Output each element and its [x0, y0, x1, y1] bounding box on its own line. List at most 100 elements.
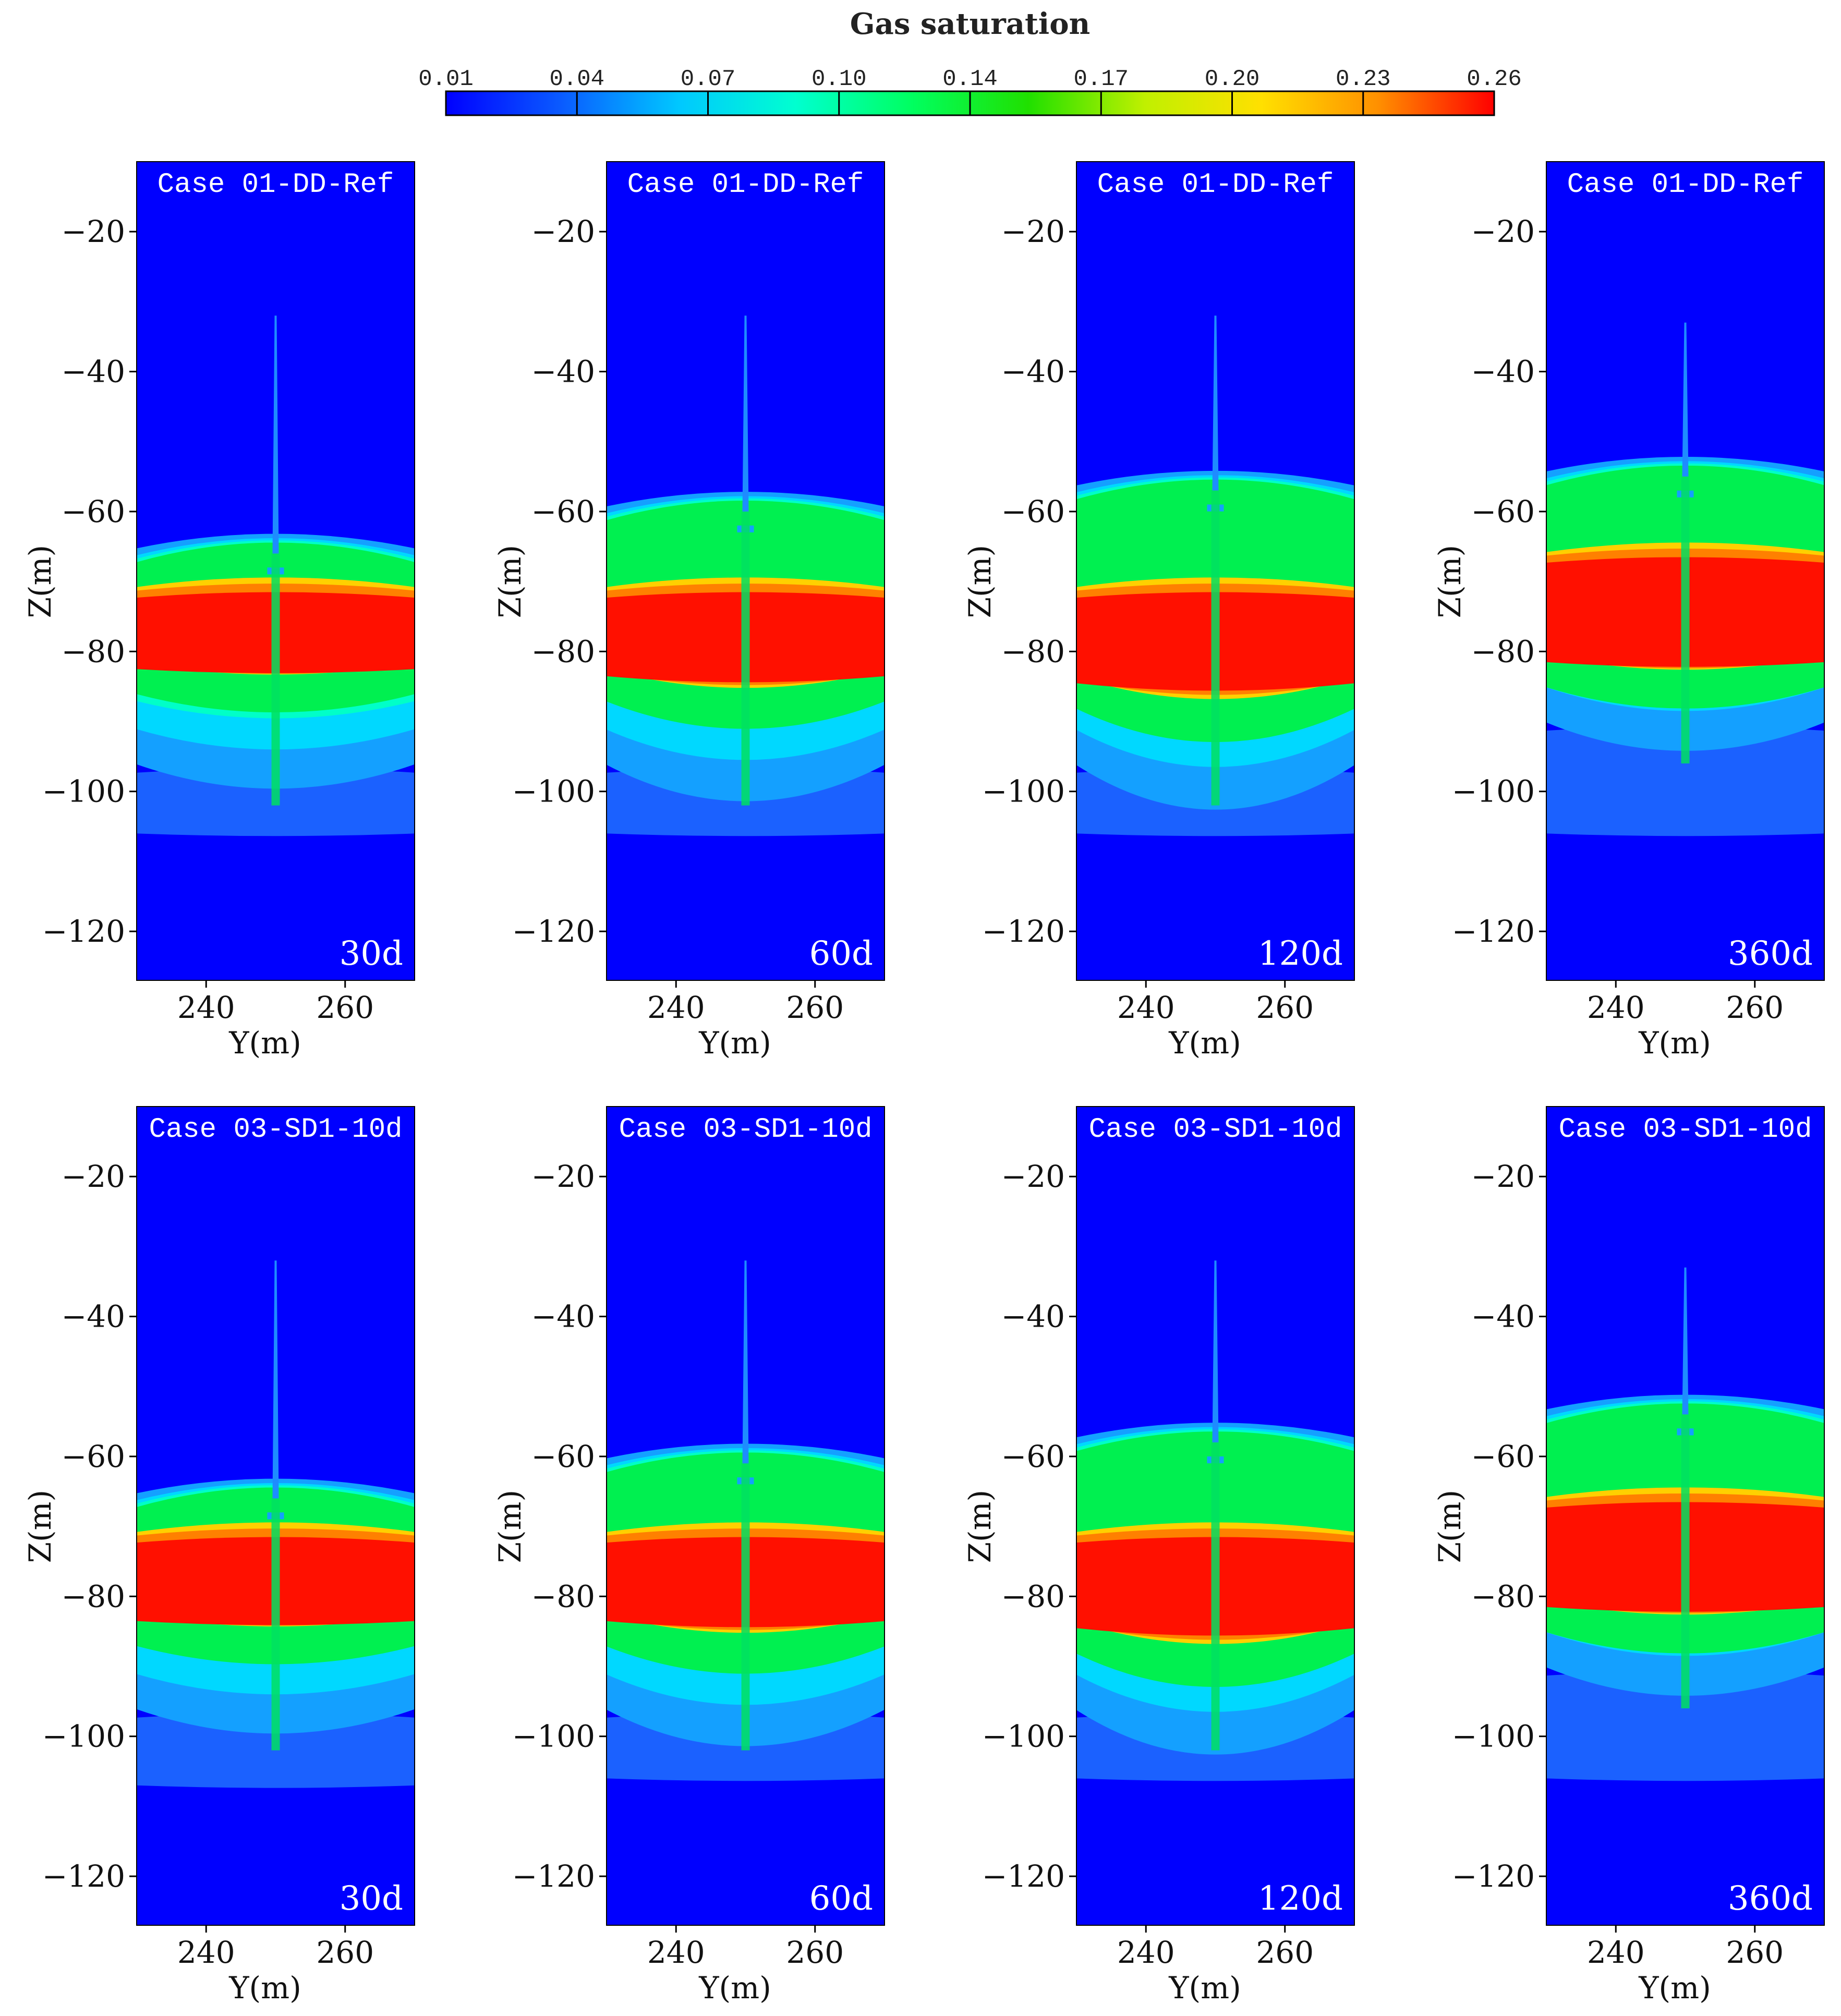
y-tick-label: −20 — [1001, 1159, 1065, 1194]
y-tick-label: −60 — [62, 494, 125, 529]
y-tick-label: −100 — [982, 774, 1065, 809]
central-well-column — [1681, 1414, 1690, 1709]
y-tick-label: −120 — [1452, 1859, 1535, 1894]
panel-r2-c2: Case 03-SD1-10d 60d −20 −40 −60 −80 −100 −120 Z(… — [492, 1106, 885, 2006]
saturation-field — [1076, 1107, 1354, 1925]
time-label: 60d — [809, 1879, 873, 1918]
y-tick-label: −20 — [62, 214, 125, 249]
y-tick-label: −100 — [512, 774, 595, 809]
y-tick-label: −40 — [1471, 1299, 1535, 1334]
x-tick-label: 260 — [786, 990, 844, 1025]
case-label: Case 03-SD1-10d — [149, 1114, 402, 1146]
case-label: Case 03-SD1-10d — [1558, 1114, 1812, 1146]
y-axis-label: Z(m) — [1432, 1490, 1468, 1563]
y-tick-label: −80 — [1471, 1578, 1535, 1614]
y-tick-label: −80 — [531, 634, 595, 669]
y-axis-label: Z(m) — [22, 1490, 58, 1563]
y-axis-label: Z(m) — [492, 545, 528, 618]
y-tick-label: −40 — [531, 1299, 595, 1334]
x-axis-label: Y(m) — [1638, 1025, 1711, 1061]
case-label: Case 03-SD1-10d — [619, 1114, 872, 1146]
chimney-leak-path — [1212, 315, 1219, 491]
x-tick-label: 260 — [1256, 990, 1314, 1025]
y-tick-label: −60 — [62, 1439, 125, 1474]
y-tick-label: −120 — [42, 1859, 125, 1894]
y-tick-label: −60 — [1471, 494, 1535, 529]
y-tick-label: −40 — [1001, 1299, 1065, 1334]
x-axis-label: Y(m) — [1168, 1025, 1241, 1061]
y-tick-label: −80 — [1001, 634, 1065, 669]
x-tick-label: 240 — [177, 1935, 235, 1970]
axes-frame — [1076, 161, 1355, 981]
x-tick-label: 240 — [177, 990, 235, 1025]
y-tick-label: −60 — [1471, 1439, 1535, 1474]
y-tick-label: −100 — [1452, 1719, 1535, 1754]
y-tick-label: −40 — [1471, 354, 1535, 390]
y-tick-label: −120 — [982, 914, 1065, 949]
colorbar-ticks: 0.01 0.04 0.07 0.10 0.14 0.17 0.20 0.23 0.26 — [418, 66, 1522, 115]
saturation-field — [137, 162, 415, 980]
colorbar-tick-label: 0.23 — [1336, 66, 1391, 92]
y-tick-label: −60 — [531, 494, 595, 529]
central-well-column — [1211, 1442, 1220, 1751]
x-tick-label: 240 — [1117, 990, 1175, 1025]
colorbar-tick-label: 0.01 — [418, 66, 474, 92]
saturation-field — [1546, 1107, 1824, 1925]
y-axis-label: Z(m) — [962, 545, 998, 618]
axes-frame — [1546, 1106, 1825, 1926]
y-tick-label: −80 — [531, 1578, 595, 1614]
colorbar-title: Gas saturation — [850, 7, 1091, 41]
y-tick-label: −20 — [1471, 1159, 1535, 1194]
saturation-field — [607, 162, 885, 980]
central-well-column — [271, 553, 280, 806]
y-tick-label: −100 — [42, 1719, 125, 1754]
y-tick-label: −120 — [1452, 914, 1535, 949]
y-tick-label: −20 — [531, 214, 595, 249]
y-tick-label: −60 — [531, 1439, 595, 1474]
lower-spread-band — [137, 1713, 415, 1788]
saturation-field — [607, 1107, 885, 1925]
x-axis-label: Y(m) — [228, 1970, 301, 2006]
x-tick-label: 260 — [316, 1935, 374, 1970]
y-tick-label: −40 — [62, 1299, 125, 1334]
x-axis-label: Y(m) — [698, 1025, 771, 1061]
y-tick-label: −120 — [42, 914, 125, 949]
central-well-column — [271, 1498, 280, 1751]
x-tick-label: 240 — [1587, 990, 1645, 1025]
axes-frame — [606, 1106, 885, 1926]
chimney-leak-path — [1212, 1260, 1219, 1443]
lower-spread-band — [1546, 726, 1824, 836]
y-tick-label: −60 — [1001, 494, 1065, 529]
saturation-field — [1546, 162, 1824, 980]
y-tick-label: −120 — [982, 1859, 1065, 1894]
y-tick-label: −40 — [531, 354, 595, 390]
case-label: Case 01-DD-Ref — [158, 169, 394, 201]
panel-r1-c2: Case 01-DD-Ref 60d −20 −40 −60 −80 −100 −120 Z(m… — [492, 161, 885, 1061]
y-tick-label: −80 — [1001, 1578, 1065, 1614]
colorbar: Gas saturation 0.01 0.04 0.07 0.10 0.14 0.17 0… — [418, 7, 1522, 116]
central-well-column — [1211, 490, 1220, 806]
y-tick-label: −20 — [531, 1159, 595, 1194]
axes-frame — [1076, 1106, 1355, 1926]
lower-spread-band — [1546, 1671, 1824, 1781]
chimney-leak-path — [1682, 322, 1689, 477]
y-axis-label: Z(m) — [22, 545, 58, 618]
x-tick-label: 240 — [1587, 1935, 1645, 1970]
y-tick-label: −100 — [982, 1719, 1065, 1754]
panel-r1-c3: Case 01-DD-Ref 120d −20 −40 −60 −80 −100 −120 Z(… — [962, 161, 1355, 1061]
y-tick-label: −40 — [62, 354, 125, 390]
y-tick-label: −100 — [42, 774, 125, 809]
x-tick-label: 240 — [647, 1935, 705, 1970]
central-well-column — [741, 511, 750, 806]
panel-r1-c1: Case 01-DD-Ref 30d −20 −40 −60 −80 −100 −120 Z(m… — [22, 161, 415, 1061]
y-tick-label: −60 — [1001, 1439, 1065, 1474]
y-axis-label: Z(m) — [1432, 545, 1468, 618]
y-tick-label: −20 — [1471, 214, 1535, 249]
y-tick-label: −20 — [62, 1159, 125, 1194]
case-label: Case 01-DD-Ref — [1097, 169, 1334, 201]
x-tick-label: 260 — [1726, 1935, 1784, 1970]
colorbar-tick-label: 0.17 — [1073, 66, 1129, 92]
y-tick-label: −20 — [1001, 214, 1065, 249]
chimney-leak-path — [742, 1260, 749, 1464]
